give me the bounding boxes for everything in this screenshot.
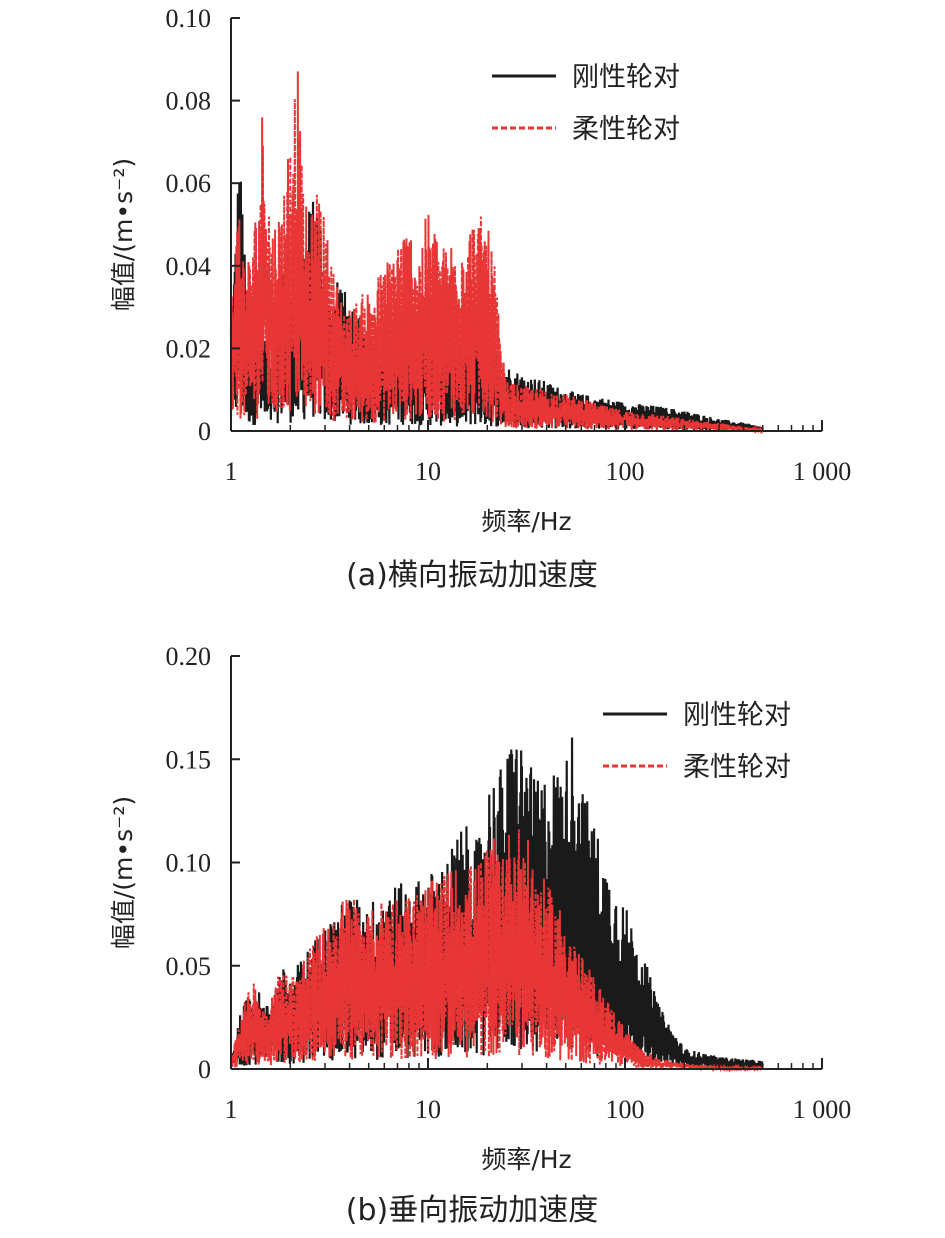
x-tick-label: 1 [225,1095,238,1124]
y-tick-label: 0.04 [166,252,212,281]
y-tick-label: 0.06 [166,169,212,198]
x-tick-label: 100 [606,457,645,486]
series-line-flexible [230,829,764,1073]
y-tick-label: 0.15 [166,745,212,774]
y-tick-label: 0 [198,1055,211,1084]
legend-label-flexible: 柔性轮对 [572,114,680,145]
x-axis-title: 频率/Hz [481,507,571,536]
y-tick-label: 0 [198,417,211,446]
legend-label-rigid: 刚性轮对 [572,62,680,93]
y-tick-label: 0.10 [166,4,212,33]
x-tick-label: 1 [225,457,238,486]
x-tick-label: 10 [415,1095,441,1124]
legend-label-rigid: 刚性轮对 [683,700,791,731]
x-tick-label: 1 000 [793,1095,852,1124]
panel-b-vertical-acceleration: 0 0.05 0.10 0.15 0.20 1 10 100 1 000 频率/Hz 幅值/(m•s… [109,642,851,1228]
series-line-flexible [230,71,764,435]
panel-a-lateral-acceleration: 0 0.02 0.04 0.06 0.08 0.10 1 10 100 1 000 频率/Hz 幅值/… [109,4,851,593]
x-tick-label: 10 [415,457,441,486]
y-axis-title: 幅值/(m•s⁻²) [109,158,138,311]
y-tick-label: 0.08 [166,87,212,116]
panel-caption: (a)横向振动加速度 [346,558,598,593]
panel-caption: (b)垂向振动加速度 [346,1193,598,1228]
x-tick-label: 1 000 [793,457,852,486]
y-axis-title: 幅值/(m•s⁻²) [109,796,138,949]
y-tick-label: 0.05 [166,952,212,981]
x-axis-title: 频率/Hz [481,1145,571,1174]
legend-label-flexible: 柔性轮对 [683,752,791,783]
x-tick-label: 100 [606,1095,645,1124]
y-tick-label: 0.10 [166,849,212,878]
y-tick-label: 0.20 [166,642,212,671]
y-tick-label: 0.02 [166,334,212,363]
